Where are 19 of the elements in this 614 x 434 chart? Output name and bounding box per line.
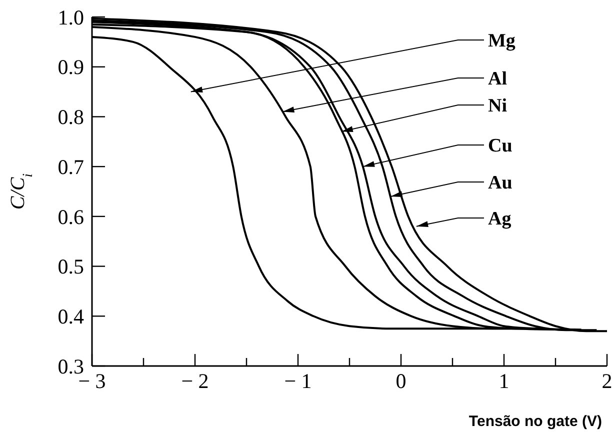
y-tick-label: 0.6 (58, 204, 84, 229)
annotation: Ag (488, 208, 512, 230)
y-tick-label: 1.0 (58, 5, 84, 30)
y-tick-label: 0.8 (58, 105, 84, 130)
x-tick-label: 2 (602, 369, 612, 393)
x-axis-title: Tensão no gate (V) (468, 413, 602, 430)
x-tick-label: − 1 (284, 369, 312, 393)
annotation: Ni (488, 96, 507, 117)
annotation: Cu (488, 136, 513, 157)
x-tick-label: 0 (396, 369, 406, 393)
x-tick-label: 1 (498, 369, 510, 393)
y-tick-label: 0.5 (58, 254, 84, 279)
y-tick-label: 0.7 (58, 154, 84, 179)
y-tick-label: 0.4 (58, 304, 84, 328)
annotation: Al (488, 68, 507, 90)
x-tick-label: − 2 (181, 369, 209, 393)
y-tick-label: 0.9 (58, 55, 84, 80)
annotation: Au (488, 172, 513, 194)
annotation: Mg (488, 30, 516, 52)
